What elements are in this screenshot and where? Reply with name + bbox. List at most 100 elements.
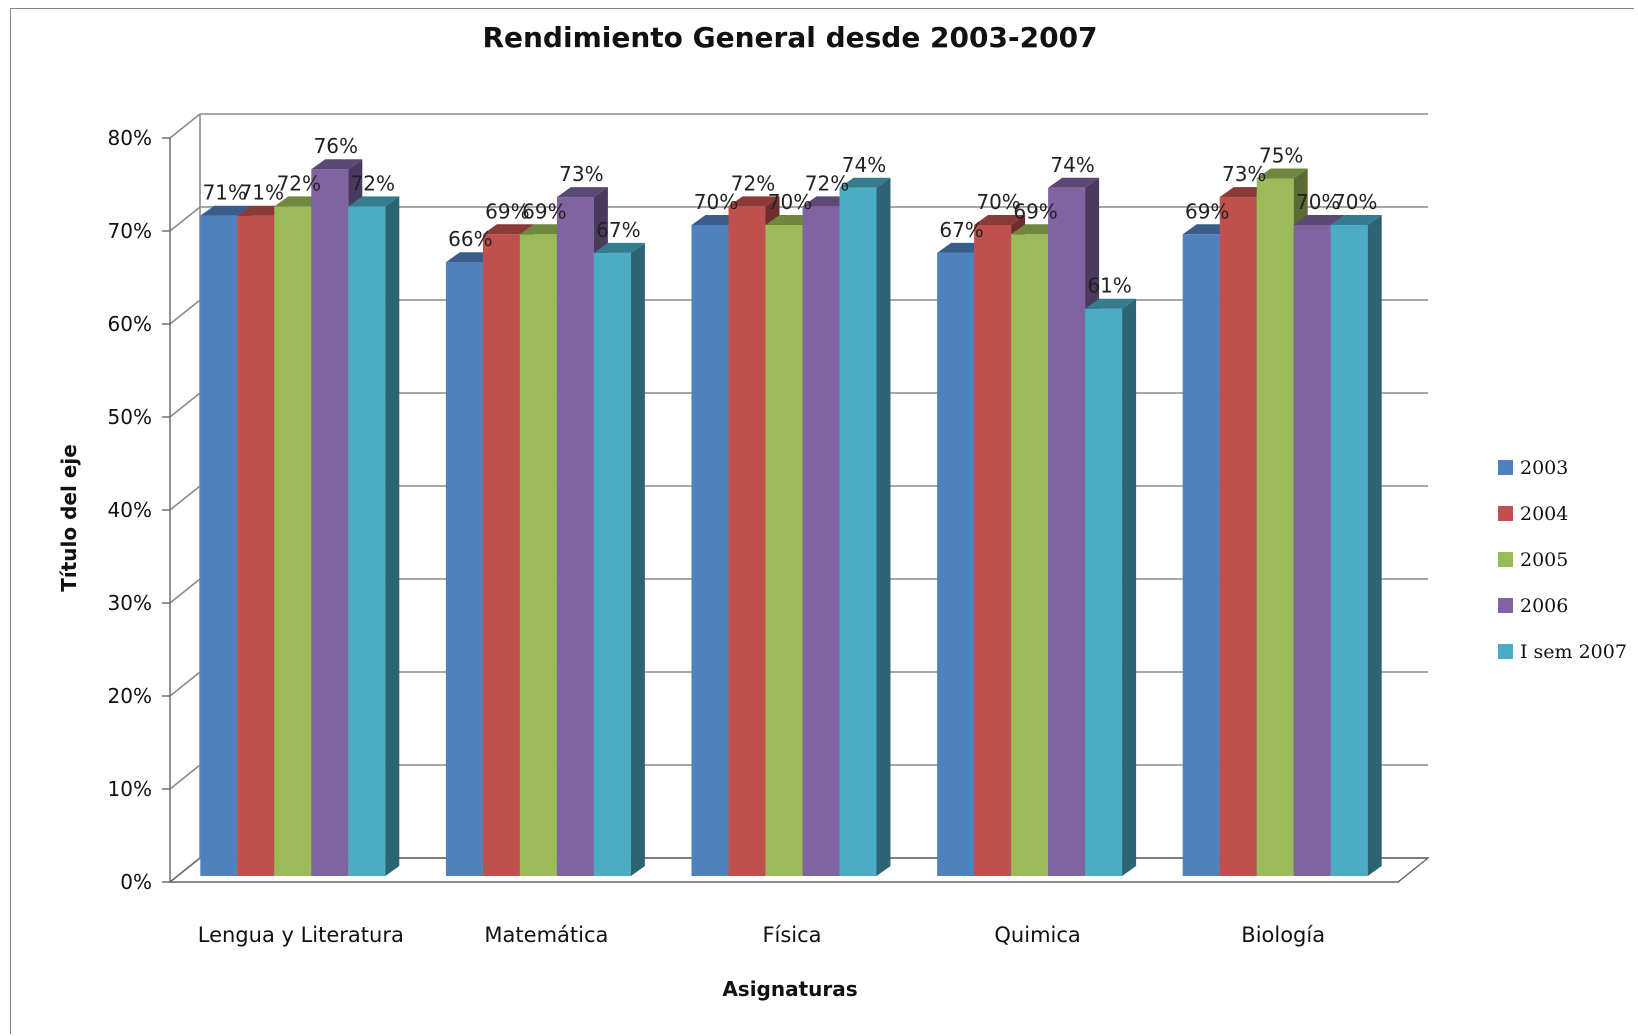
bar-i-sem-2007-1 xyxy=(593,242,645,876)
gridline-diagonal xyxy=(169,671,201,697)
bar-front xyxy=(274,206,312,876)
legend-swatch xyxy=(1498,598,1513,613)
bar-side xyxy=(1367,215,1382,876)
bar-top xyxy=(728,196,780,207)
bar-front xyxy=(974,225,1012,876)
data-label: 74% xyxy=(842,153,886,177)
legend-label: 2003 xyxy=(1520,457,1568,479)
gridline-diagonal xyxy=(169,299,201,325)
bar-front xyxy=(937,252,975,876)
data-label: 69% xyxy=(522,199,566,223)
legend-label: 2006 xyxy=(1520,595,1568,617)
data-label: 72% xyxy=(351,171,395,195)
bar-side xyxy=(385,196,400,876)
category-label: Física xyxy=(762,923,821,947)
bar-top xyxy=(974,215,1026,225)
bar-front xyxy=(200,215,238,876)
bar-front xyxy=(1048,187,1086,877)
legend: 2003 2004 2005 2006 I sem 2007 xyxy=(1498,457,1627,663)
legend-swatch xyxy=(1498,644,1513,659)
bars-layer xyxy=(200,159,1382,877)
legend-label: I sem 2007 xyxy=(1520,641,1627,663)
category-label: Biología xyxy=(1241,923,1325,947)
bar-i-sem-2007-2 xyxy=(839,177,891,877)
y-tick-label: 30% xyxy=(108,591,152,615)
data-labels: 71%71%72%76%72%66%69%69%73%67%70%72%70%7… xyxy=(203,134,1378,298)
y-tick-label: 60% xyxy=(108,312,152,336)
bar-side xyxy=(1122,298,1137,876)
chart-floor xyxy=(168,857,1430,883)
legend-swatch xyxy=(1498,460,1513,475)
y-tick-labels: 0% 10% 20% 30% 40% 50% 60% 70% 80% xyxy=(108,126,152,894)
data-label: 70% xyxy=(768,190,812,214)
bar-top xyxy=(200,205,252,216)
gridline-diagonal xyxy=(169,578,201,604)
category-labels: Lengua y Literatura Matemática Física Quimi… xyxy=(198,923,1325,947)
bar-top xyxy=(1048,177,1100,188)
data-label: 71% xyxy=(240,181,284,205)
bar-front xyxy=(1219,197,1257,877)
gridline-diagonal xyxy=(169,113,201,139)
data-label: 70% xyxy=(694,190,738,214)
bar-front xyxy=(237,215,275,876)
bar-front xyxy=(445,262,483,876)
data-label: 73% xyxy=(559,162,603,186)
legend-swatch xyxy=(1498,552,1513,567)
legend-label: 2004 xyxy=(1520,503,1568,525)
bar-front xyxy=(311,169,349,876)
bar-side xyxy=(876,177,891,877)
bar-side xyxy=(630,242,645,876)
bar-front xyxy=(1256,178,1294,876)
category-label: Quimica xyxy=(994,923,1080,947)
bar-top xyxy=(1330,215,1382,225)
bar-front xyxy=(1011,234,1049,877)
bar-top xyxy=(556,187,608,198)
y-tick-label: 50% xyxy=(108,405,152,429)
bar-front xyxy=(728,206,766,876)
legend-label: 2005 xyxy=(1520,549,1568,571)
y-tick-label: 20% xyxy=(108,684,152,708)
bar-front xyxy=(691,225,729,876)
data-label: 69% xyxy=(1013,199,1057,223)
data-label: 70% xyxy=(1333,190,1377,214)
data-label: 70% xyxy=(1296,190,1340,214)
y-tick-label: 80% xyxy=(108,126,152,150)
y-tick-label: 0% xyxy=(120,870,152,894)
data-label: 74% xyxy=(1050,153,1094,177)
data-label: 69% xyxy=(1185,199,1229,223)
bar-top xyxy=(1293,215,1345,225)
bar-front xyxy=(593,252,631,876)
bar-i-sem-2007-3 xyxy=(1085,298,1137,876)
data-label: 69% xyxy=(485,199,529,223)
data-label: 71% xyxy=(203,181,247,205)
bar-front xyxy=(839,187,877,877)
data-label: 66% xyxy=(448,227,492,251)
bar-front xyxy=(519,234,557,877)
data-label: 75% xyxy=(1259,144,1303,168)
data-label: 72% xyxy=(731,171,775,195)
data-label: 72% xyxy=(277,171,321,195)
data-label: 73% xyxy=(1222,162,1266,186)
gridline-diagonal xyxy=(169,485,201,511)
y-tick-label: 40% xyxy=(108,498,152,522)
gridline-diagonal xyxy=(169,206,201,232)
data-label: 67% xyxy=(939,218,983,242)
bar-front xyxy=(1182,234,1220,877)
bar-top xyxy=(348,196,400,207)
category-label: Lengua y Literatura xyxy=(198,923,404,947)
bar-front xyxy=(765,225,803,876)
bar-front xyxy=(1293,225,1331,876)
gridline-diagonal xyxy=(169,764,201,790)
category-label: Matemática xyxy=(484,923,608,947)
bar-top xyxy=(482,224,534,235)
x-axis-title: Asignaturas xyxy=(722,977,857,1001)
y-tick-label: 70% xyxy=(108,219,152,243)
bar-front xyxy=(1085,308,1123,876)
data-label: 76% xyxy=(314,134,358,158)
bar-front xyxy=(348,206,386,876)
bar-top xyxy=(1256,168,1308,179)
data-label: 61% xyxy=(1087,274,1131,298)
data-label: 70% xyxy=(976,190,1020,214)
gridline-diagonal xyxy=(169,392,201,418)
